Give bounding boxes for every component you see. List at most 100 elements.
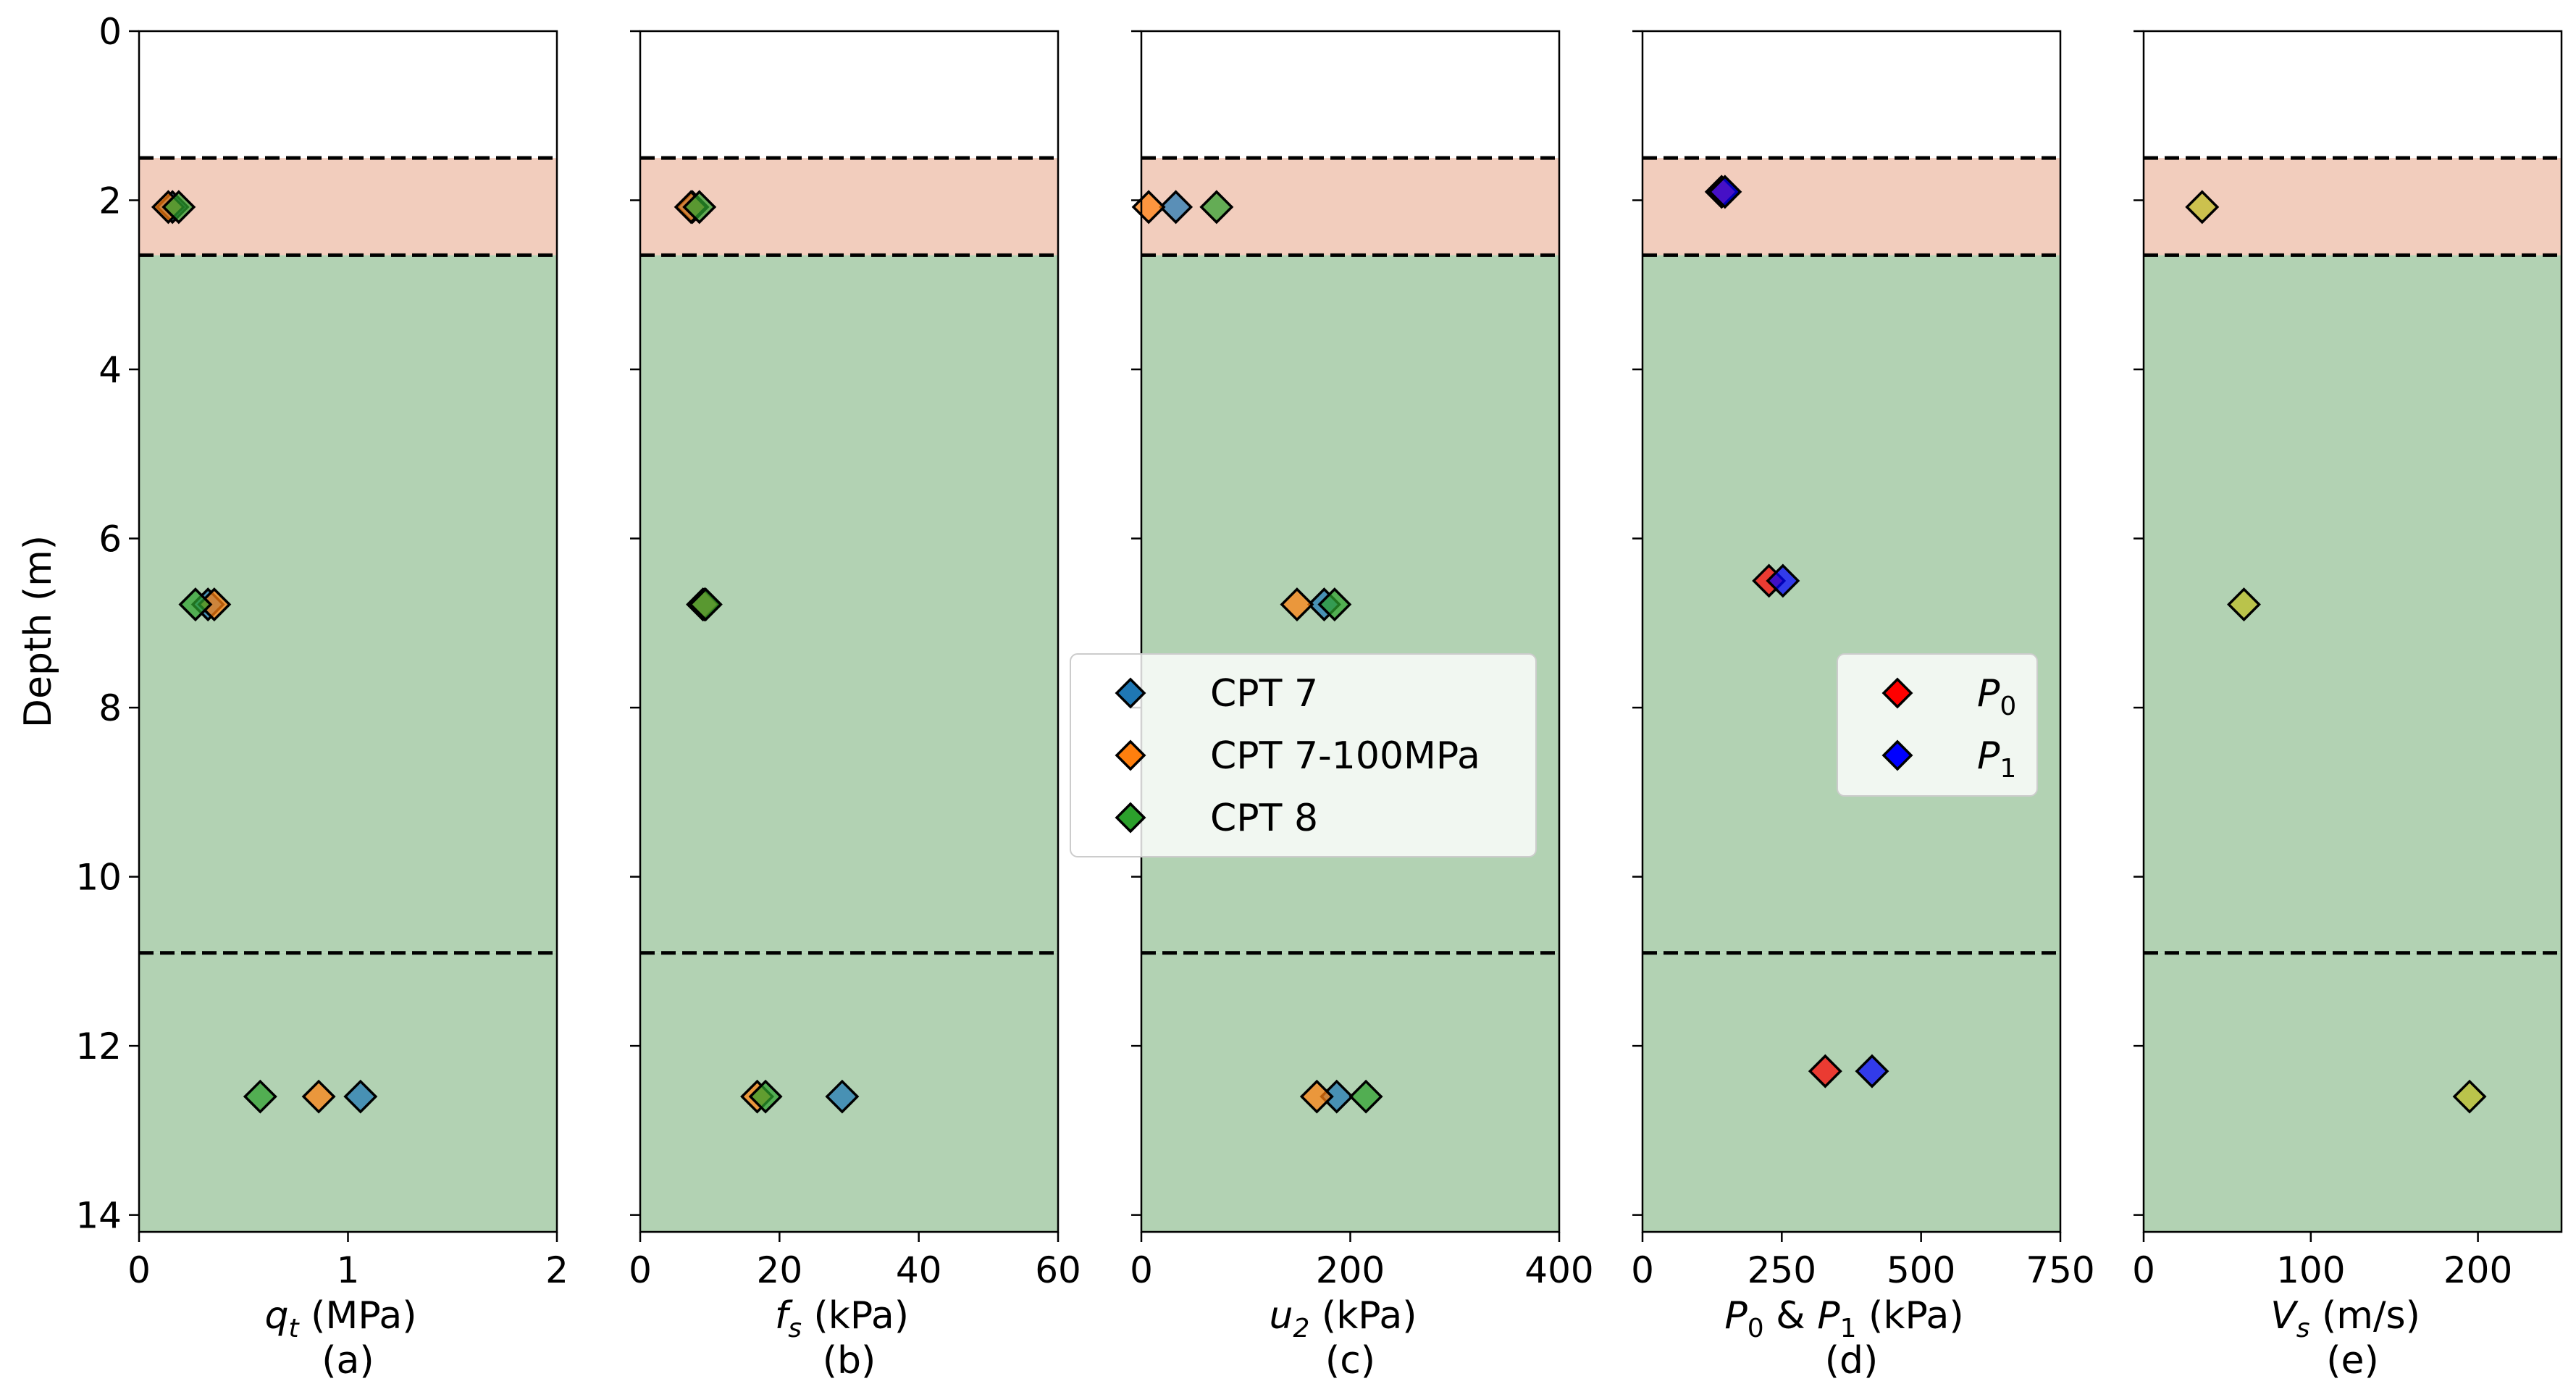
plot-frame (1140, 30, 1561, 1233)
legend-label-variable: P (1977, 672, 2000, 716)
soil-layer-band (139, 158, 557, 256)
x-tick-label: 0 (629, 1249, 652, 1291)
x-tick-label: 0 (127, 1249, 151, 1291)
x-tick-label: 400 (1524, 1249, 1593, 1291)
panel-b: 0 20 40 60 fs (kPa)(b) (629, 30, 1081, 1383)
data-point-cpt-8 (178, 587, 213, 622)
y-tick-label: 14 (75, 1195, 122, 1237)
data-point-p-1 (1708, 175, 1742, 209)
x-tick-label: 750 (2026, 1249, 2094, 1291)
axis-title-unit: (kPa) (1309, 1294, 1417, 1338)
x-axis-title: u2 (kPa) (1270, 1294, 1417, 1343)
x-tick-label: 200 (1316, 1249, 1385, 1291)
legend-label: CPT 7 (1210, 672, 1318, 716)
y-tick-label: 12 (75, 1025, 122, 1067)
x-tick-label: 500 (1887, 1249, 1955, 1291)
data-point-cpt-7-100mpa (301, 1079, 336, 1114)
x-tick-label: 200 (2443, 1249, 2512, 1291)
plot-frame (2142, 30, 2563, 1233)
x-tick-label: 100 (2276, 1249, 2345, 1291)
y-tick-label: 10 (75, 857, 122, 899)
x-tick-label: 250 (1748, 1249, 1816, 1291)
data-point-cpt-7-100mpa (1280, 587, 1314, 622)
y-tick-label: 4 (98, 349, 122, 391)
data-point-cpt-7 (1159, 190, 1193, 225)
panel-e: 0 100 200 Vs (m/s)(e) (2132, 30, 2563, 1383)
data-point-v-s (2452, 1079, 2487, 1114)
panel-label: (d) (1825, 1339, 1879, 1383)
data-point-cpt-7 (343, 1079, 378, 1114)
data-point-cpt-8 (1317, 587, 1352, 622)
panel-label: (b) (823, 1339, 876, 1383)
soil-layer-band (2144, 255, 2562, 953)
data-point-p-1 (1766, 563, 1800, 598)
data-point-cpt-8 (161, 190, 196, 225)
x-axis-title: qt (MPa) (265, 1294, 417, 1343)
x-tick-label: 2 (545, 1249, 569, 1291)
data-point-p-1 (1855, 1054, 1889, 1088)
y-axis-title: Depth (m) (17, 535, 60, 728)
plot-frame (639, 30, 1060, 1233)
axis-title-subscript: t (289, 1314, 301, 1343)
data-point-cpt-7-100mpa (1299, 1079, 1334, 1114)
legend-label-subscript: 0 (2000, 692, 2016, 721)
panel-label: (a) (322, 1339, 374, 1383)
legend-label: P0 (1977, 672, 2016, 721)
axis-title-unit: (MPa) (299, 1294, 417, 1338)
legend-box (1070, 653, 1537, 857)
data-point-cpt-8 (1199, 190, 1234, 225)
legend-marker (1881, 677, 1913, 709)
legend: CPT 7 CPT 7-100MPa CPT 8 (1070, 653, 1537, 857)
data-point-cpt-7 (825, 1079, 860, 1114)
panel-label: (c) (1325, 1339, 1375, 1383)
soil-layer-band (1642, 255, 2060, 953)
axis-title-variable: u (1270, 1294, 1293, 1338)
axis-title-part: (kPa) (1857, 1294, 1964, 1338)
axis-title-unit: (m/s) (2309, 1294, 2420, 1338)
legend-marker (1115, 677, 1146, 709)
x-axis-title: fs (kPa) (775, 1294, 909, 1343)
axis-title-part: P (1817, 1294, 1840, 1338)
legend-label-subscript: 1 (2000, 754, 2016, 784)
axis-title-part: & (1764, 1294, 1818, 1338)
axis-title-subscript: s (788, 1314, 802, 1343)
data-point-cpt-8 (688, 587, 723, 622)
axis-title-subscript: 2 (1293, 1314, 1309, 1343)
x-tick-label: 20 (757, 1249, 803, 1291)
x-axis-title: Vs (m/s) (2270, 1294, 2420, 1343)
x-axis-title: P0 & P1 (kPa) (1724, 1294, 1963, 1343)
panel-label: (e) (2326, 1339, 2379, 1383)
y-tick-label: 0 (98, 11, 122, 53)
legend-marker (1115, 739, 1146, 771)
axis-title-part: 0 (1748, 1314, 1764, 1343)
x-tick-label: 60 (1035, 1249, 1081, 1291)
axis-title-unit: (kPa) (802, 1294, 909, 1338)
x-tick-label: 0 (1631, 1249, 1654, 1291)
panel-c: 0 200 400 u2 (kPa)(c) CPT 7 CPT 7-100MPa CPT 8 (1070, 30, 1594, 1383)
data-point-p-0 (1808, 1054, 1842, 1088)
data-point-cpt-8 (243, 1079, 277, 1114)
axis-title-part: P (1724, 1294, 1748, 1338)
data-point-cpt-8 (748, 1079, 783, 1114)
axis-title-variable: V (2270, 1294, 2299, 1338)
soil-layer-band (1642, 158, 2060, 256)
x-tick-label: 1 (337, 1249, 360, 1291)
axis-title-part: 1 (1840, 1314, 1857, 1343)
legend-label-variable: P (1977, 734, 2000, 778)
data-point-v-s (2227, 587, 2261, 622)
legend-label: CPT 8 (1210, 797, 1318, 840)
x-tick-label: 0 (2132, 1249, 2155, 1291)
legend-marker (1115, 802, 1146, 834)
y-tick-label: 6 (98, 519, 122, 561)
x-tick-label: 40 (896, 1249, 942, 1291)
data-point-cpt-8 (1348, 1079, 1383, 1114)
data-point-v-s (2185, 190, 2220, 225)
y-tick-label: 8 (98, 687, 122, 729)
axis-title-variable: q (265, 1294, 289, 1338)
y-tick-label: 2 (98, 180, 122, 222)
legend-marker (1881, 739, 1913, 771)
